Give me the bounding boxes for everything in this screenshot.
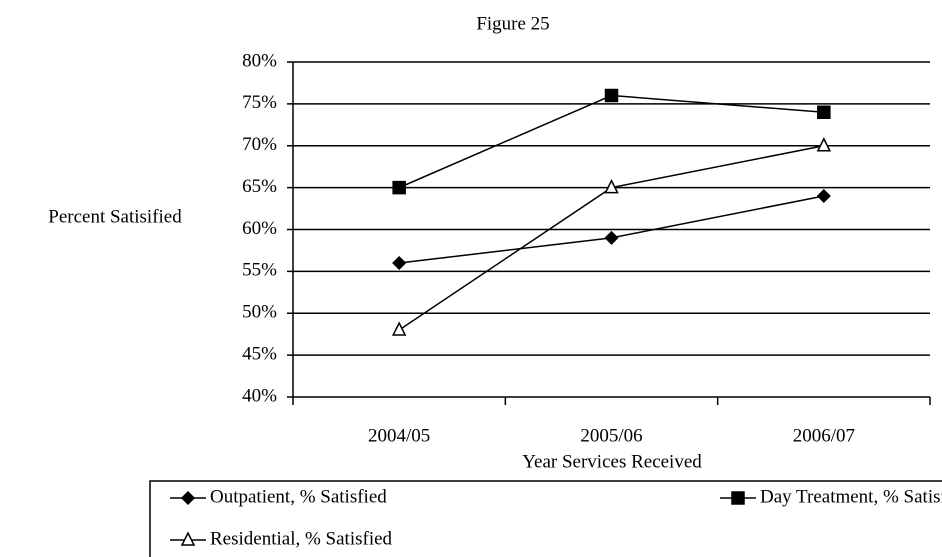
data-point (816, 188, 831, 204)
legend-label: Day Treatment, % Satisfied (760, 486, 942, 507)
y-tick-label: 65% (242, 176, 277, 197)
legend-marker (180, 490, 196, 506)
legend-label: Outpatient, % Satisfied (210, 486, 387, 507)
legend-box (149, 480, 942, 557)
y-tick-label: 70% (242, 134, 277, 155)
x-tick-label: 2006/07 (793, 425, 855, 446)
y-axis-label: Percent Satisified (48, 206, 182, 227)
data-point (392, 255, 407, 271)
y-tick-label: 45% (242, 343, 277, 364)
series-line (398, 94, 824, 189)
data-point (816, 137, 832, 152)
y-tick-label: 55% (242, 260, 277, 281)
y-tick-label: 60% (242, 218, 277, 239)
data-point (817, 105, 831, 119)
legend-marker (180, 531, 196, 546)
x-tick-label: 2004/05 (368, 425, 430, 446)
y-tick-label: 40% (242, 385, 277, 406)
y-tick-label: 80% (242, 50, 277, 71)
data-point (604, 88, 619, 103)
legend-marker (731, 491, 745, 505)
data-point (604, 230, 619, 245)
y-tick-label: 50% (242, 302, 277, 323)
x-axis-label: Year Services Received (522, 451, 702, 472)
x-tick-label: 2005/06 (580, 425, 642, 446)
data-point (391, 321, 407, 336)
data-point (392, 180, 406, 195)
y-tick-label: 75% (242, 92, 277, 113)
chart-title: Figure 25 (476, 13, 549, 34)
data-point (604, 178, 619, 194)
legend-label: Residential, % Satisfied (210, 528, 393, 549)
